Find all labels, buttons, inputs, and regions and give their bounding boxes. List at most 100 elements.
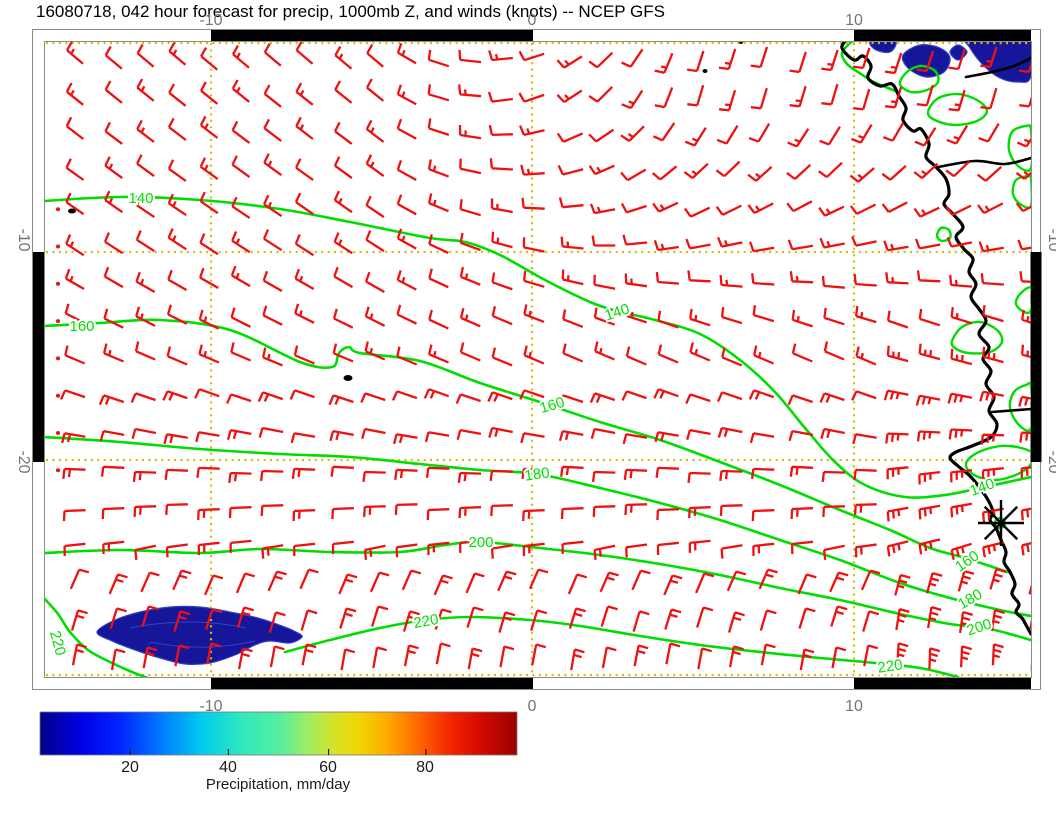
contour-label: 220 [46, 629, 69, 658]
wind-barb [886, 506, 909, 522]
wind-barb [1020, 542, 1031, 556]
wind-barb [428, 268, 449, 289]
wind-barb [854, 305, 877, 324]
wind-barb [831, 646, 847, 669]
wind-barb [59, 389, 86, 400]
colorbar-tick-label: 80 [416, 759, 434, 776]
wind-barb [391, 390, 418, 401]
wind-barb [624, 273, 648, 288]
wind-barb [65, 192, 85, 216]
wind-barb [558, 394, 584, 406]
wind-barb [488, 50, 513, 62]
wind-barb [819, 392, 845, 403]
wind-barb [720, 306, 743, 325]
wind-barb [896, 642, 909, 665]
wind-barb [229, 539, 252, 553]
station-marker-spoke [983, 505, 1019, 541]
contour-label: 140 [603, 301, 632, 325]
wind-barb [821, 470, 845, 483]
wind-barb [759, 609, 777, 631]
wind-barb [364, 341, 386, 361]
contour-line-160 [45, 318, 1010, 574]
wind-barb [918, 504, 941, 520]
wind-barb [991, 643, 1004, 666]
wind-barb [821, 83, 839, 106]
wind-barb [851, 124, 873, 144]
wind-barb [791, 343, 813, 363]
wind-barb [715, 204, 742, 216]
wind-barb [135, 271, 156, 293]
wind-barb [696, 606, 714, 628]
wind-barb [981, 507, 1004, 523]
wind-barb [852, 433, 877, 445]
wind-barb [663, 574, 683, 596]
wind-barb [455, 393, 481, 405]
wind-barb [365, 119, 385, 143]
wind-barb [687, 84, 705, 107]
wind-barb [141, 605, 159, 627]
wind-barb [166, 346, 188, 366]
wind-barb [226, 428, 252, 441]
contour-loop [1014, 286, 1031, 315]
wind-barb [294, 234, 315, 257]
wind-barb [263, 43, 282, 67]
wind-barb [758, 568, 778, 590]
wind-barb [396, 346, 418, 366]
wind-barb [293, 542, 316, 557]
wind-barb [491, 272, 513, 291]
colorbar: 20 40 60 80 Precipitation, mm/day [39, 711, 518, 793]
wind-barb [989, 567, 1007, 590]
wind-barb [913, 206, 940, 218]
wind-barb [363, 544, 386, 561]
wind-barb [489, 469, 513, 482]
wind-barb [487, 391, 513, 402]
wind-barb [263, 194, 283, 218]
wind-barb [230, 342, 252, 362]
wind-barb [978, 241, 1004, 253]
wind-barb [977, 202, 1004, 215]
wind-barb [498, 611, 516, 633]
wind-barb [599, 571, 619, 593]
wind-barb [167, 117, 187, 141]
wind-barb [990, 608, 1005, 632]
wind-barb [522, 509, 545, 522]
wind-barb [591, 470, 616, 483]
wind-barb [198, 344, 220, 364]
contour-loop [950, 320, 1004, 355]
wind-barb [652, 122, 676, 142]
wind-barb [1019, 431, 1031, 443]
wind-barb [435, 642, 451, 665]
wind-barb [110, 648, 126, 671]
wind-barb [916, 270, 941, 283]
contour-line-140 [45, 195, 1031, 499]
wind-barb [294, 192, 314, 216]
wind-barb [685, 238, 711, 250]
top-tick-label: 0 [528, 12, 537, 29]
wind-barb [521, 467, 545, 479]
contour-line [840, 42, 900, 94]
wind-barb [818, 205, 845, 217]
wind-barb [263, 153, 282, 177]
colorbar-caption: Precipitation, mm/day [206, 776, 351, 793]
wind-barb [588, 128, 615, 143]
wind-barb [915, 394, 941, 406]
wind-barb [197, 508, 220, 521]
wind-barb [104, 80, 123, 104]
precip-blob [869, 42, 897, 54]
wind-barb [947, 392, 973, 404]
wind-barb [520, 164, 545, 176]
wind-barb [982, 346, 1004, 364]
wind-barb-dot [56, 319, 60, 324]
wind-barb [1021, 309, 1031, 324]
wind-barb [518, 92, 545, 103]
wind-barb [427, 118, 450, 136]
wind-barb [98, 394, 125, 406]
wind-barb [99, 429, 125, 442]
wind-barb [488, 124, 513, 137]
wind-barb [396, 160, 417, 182]
wind-barb [289, 389, 315, 400]
wind-barb [199, 233, 219, 256]
wind-barb [425, 466, 450, 478]
wind-barb-dot [56, 281, 60, 286]
wind-barb [104, 46, 123, 70]
